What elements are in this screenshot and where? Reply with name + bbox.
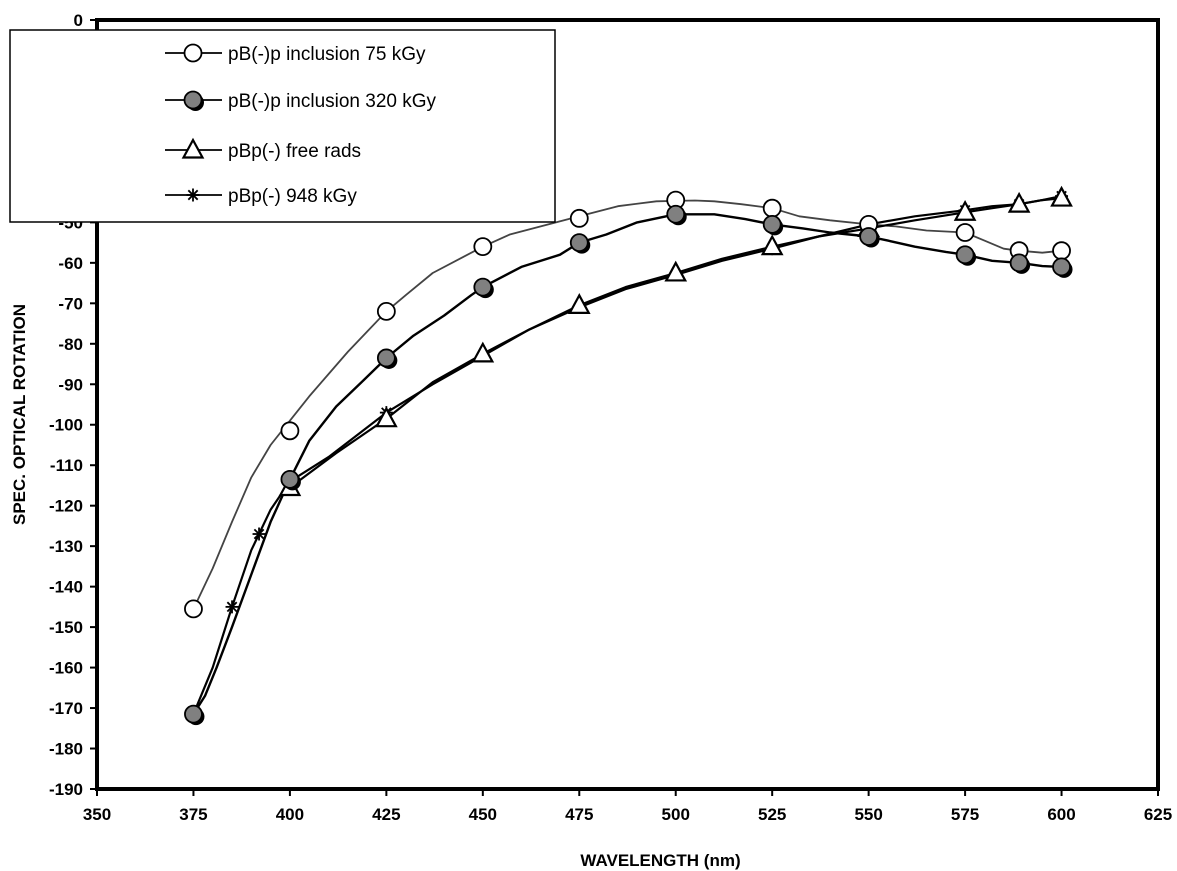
series-line-3 [288, 197, 1063, 489]
y-tick-label: 0 [74, 11, 83, 30]
data-point-circle-open [955, 223, 975, 242]
asterisk-stroke [187, 189, 199, 201]
data-point-circle-filled [376, 348, 398, 369]
data-point-triangle-open [760, 234, 784, 256]
marker-body [666, 204, 686, 224]
legend-box [9, 29, 556, 223]
series-markers-2 [184, 204, 1073, 726]
series-layer [184, 185, 1073, 726]
data-point-circle-filled [183, 90, 204, 111]
data-point-circle-open [184, 599, 203, 619]
y-tick-label: -170 [49, 699, 83, 718]
legend-item: pBp(-) free rads [165, 137, 361, 162]
marker-body [955, 245, 975, 265]
y-tick-label: -60 [58, 254, 83, 273]
y-tick-label: -140 [49, 578, 83, 597]
data-point-circle-open [762, 198, 782, 218]
y-tick-label: -90 [58, 375, 83, 394]
plot-frame [95, 18, 1160, 791]
data-point-circle-open [280, 421, 300, 441]
data-point-circle-filled [955, 245, 977, 266]
legend-label: pBp(-) free rads [228, 141, 361, 162]
x-tick-label: 450 [469, 805, 497, 824]
data-point-circle-filled [184, 704, 205, 726]
data-point-triangle-open [181, 137, 205, 159]
data-point-circle-filled [1009, 253, 1031, 274]
x-tick-label: 575 [951, 805, 979, 824]
data-point-circle-filled [280, 469, 301, 491]
y-tick-label: -110 [50, 456, 83, 475]
marker-body [280, 469, 300, 489]
data-point-triangle-open [664, 260, 688, 282]
series-markers-3 [278, 185, 1073, 497]
data-point-asterisk [252, 527, 266, 541]
marker-body [859, 227, 879, 246]
y-tick-label: -190 [49, 780, 83, 799]
data-point-circle-filled [473, 277, 494, 299]
data-point-circle-filled [859, 227, 880, 248]
series-markers-4 [186, 189, 1069, 721]
marker-body [183, 90, 203, 110]
y-tick-label: -70 [58, 294, 83, 313]
x-tick-label: 525 [758, 805, 786, 824]
marker-body [1009, 253, 1029, 273]
x-tick-label: 375 [179, 805, 207, 824]
x-tick-label: 500 [662, 805, 690, 824]
data-point-triangle-open [1050, 185, 1073, 207]
data-point-triangle-open [1007, 191, 1031, 213]
data-point-circle-open [183, 43, 203, 63]
data-point-asterisk [225, 600, 239, 614]
y-tick-label: -130 [49, 537, 83, 556]
legend-label: pB(-)p inclusion 320 kGy [228, 91, 437, 112]
y-tick-label: -100 [49, 416, 83, 435]
data-point-circle-filled [569, 233, 591, 254]
y-tick-label: -160 [49, 659, 83, 678]
y-axis-title: SPEC. OPTICAL ROTATION [10, 304, 29, 525]
asterisk-stroke [226, 601, 238, 613]
x-tick-label: 425 [372, 805, 400, 824]
y-tick-label: -120 [49, 497, 83, 516]
data-point-circle-open [1052, 241, 1071, 261]
series-line-4 [192, 195, 1063, 716]
x-tick-label: 550 [854, 805, 882, 824]
x-tick-label: 625 [1144, 805, 1172, 824]
data-point-triangle-open [471, 341, 495, 363]
legend-label: pBp(-) 948 kGy [228, 186, 357, 207]
x-tick-label: 600 [1047, 805, 1075, 824]
legend-item: pBp(-) 948 kGy [165, 186, 357, 207]
x-axis-title: WAVELENGTH (nm) [580, 851, 740, 870]
data-point-asterisk [186, 188, 200, 202]
data-point-circle-open [473, 237, 493, 257]
x-tick-label: 400 [276, 805, 304, 824]
marker-body [473, 277, 493, 297]
x-tick-label: 350 [83, 805, 111, 824]
data-point-triangle-open [953, 199, 977, 221]
marker-body [1052, 257, 1071, 277]
data-point-circle-open [569, 208, 589, 228]
data-point-triangle-open [567, 293, 591, 314]
marker-body [184, 704, 203, 724]
data-point-triangle-open [375, 406, 398, 428]
x-tick-label: 475 [565, 805, 593, 824]
data-point-circle-filled [666, 204, 687, 226]
data-point-circle-filled [1052, 257, 1073, 278]
marker-body [376, 348, 396, 368]
y-tick-label: -180 [49, 740, 83, 759]
data-point-circle-open [376, 302, 396, 321]
series-line-1 [192, 199, 1063, 610]
marker-body [569, 233, 589, 253]
series-markers-1 [184, 190, 1071, 619]
legend-item: pB(-)p inclusion 75 kGy [165, 43, 426, 65]
data-point-circle-filled [762, 214, 784, 236]
legend-item: pB(-)p inclusion 320 kGy [165, 90, 437, 112]
asterisk-stroke [253, 528, 265, 540]
legend-label: pB(-)p inclusion 75 kGy [228, 44, 426, 65]
marker-body [762, 214, 782, 234]
legend: pB(-)p inclusion 75 kGy pB(-)p inclusion … [9, 29, 556, 223]
y-tick-label: -80 [58, 335, 83, 354]
y-tick-label: -150 [49, 618, 83, 637]
